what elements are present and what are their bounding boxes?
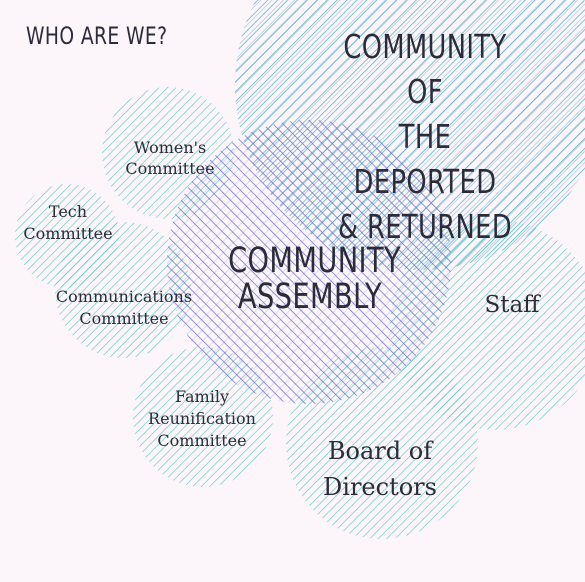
- community-label: COMMUNITY OF THE DEPORTED & RETURNED: [328, 24, 523, 249]
- womens-label: Women's Committee: [110, 137, 230, 179]
- family-label-line: Committee: [157, 431, 247, 450]
- communications-label: Communications Committee: [46, 286, 202, 330]
- family-label-line: Family: [175, 387, 229, 406]
- assembly-label-line: COMMUNITY: [228, 241, 402, 281]
- tech-label-line: Committee: [23, 224, 113, 243]
- womens-label-line: Women's: [133, 138, 207, 157]
- staff-label-line: Staff: [484, 292, 540, 318]
- page-title: WHO ARE WE?: [26, 22, 168, 50]
- womens-label-line: Committee: [125, 159, 215, 178]
- tech-label: Tech Committee: [14, 201, 122, 245]
- assembly-circle-overlay: [167, 120, 451, 404]
- assembly-label: COMMUNITY ASSEMBLY: [228, 241, 402, 317]
- communications-circle: [55, 222, 191, 358]
- communications-label-line: Committee: [79, 309, 169, 328]
- community-label-line: THE DEPORTED: [353, 117, 497, 201]
- family-label-line: Reunification: [148, 409, 256, 428]
- family-label: Family Reunification Committee: [132, 386, 272, 452]
- communications-label-line: Communications: [55, 287, 193, 306]
- staff-label: Staff: [462, 292, 562, 318]
- community-label-line: COMMUNITY OF: [343, 27, 507, 111]
- board-label-line: Board of: [327, 437, 433, 465]
- community-label-line: & RETURNED: [337, 207, 513, 246]
- board-label-line: Directors: [323, 473, 437, 501]
- board-label: Board of Directors: [300, 433, 460, 505]
- tech-label-line: Tech: [48, 202, 88, 221]
- assembly-label-line: ASSEMBLY: [237, 277, 383, 317]
